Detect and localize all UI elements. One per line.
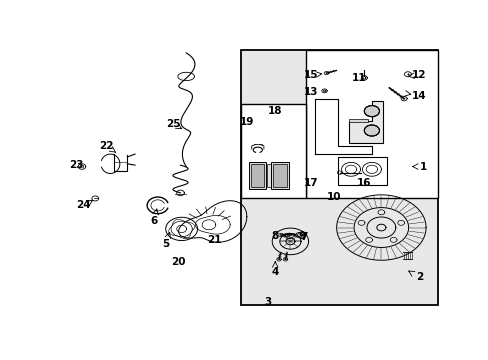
Text: 6: 6 <box>150 216 157 226</box>
Text: 11: 11 <box>351 73 365 83</box>
Text: 10: 10 <box>326 192 341 202</box>
Bar <box>241 104 305 198</box>
Text: 3: 3 <box>264 297 271 307</box>
Text: 14: 14 <box>411 91 426 101</box>
Text: 22: 22 <box>99 141 114 151</box>
Text: 19: 19 <box>239 117 253 127</box>
Text: 20: 20 <box>171 257 185 267</box>
Circle shape <box>364 105 379 117</box>
Polygon shape <box>348 120 367 122</box>
Text: 13: 13 <box>304 87 318 97</box>
Bar <box>250 164 264 187</box>
Text: 9: 9 <box>298 231 305 241</box>
Text: 12: 12 <box>411 70 426 80</box>
Text: 2: 2 <box>415 273 422 283</box>
Text: 5: 5 <box>162 239 169 249</box>
Bar <box>241 50 437 305</box>
Bar <box>271 162 288 189</box>
Bar <box>273 164 286 187</box>
Text: 21: 21 <box>207 235 222 245</box>
Text: 15: 15 <box>304 70 318 80</box>
Text: 7: 7 <box>299 232 307 242</box>
Text: 17: 17 <box>304 178 318 188</box>
Polygon shape <box>348 102 383 143</box>
Text: 23: 23 <box>69 160 83 170</box>
Circle shape <box>364 125 379 136</box>
Bar <box>248 162 265 189</box>
Text: 4: 4 <box>271 267 278 277</box>
Text: 24: 24 <box>77 201 91 210</box>
Text: 16: 16 <box>356 178 371 188</box>
Text: 8: 8 <box>271 231 278 241</box>
Bar <box>337 157 386 185</box>
Text: 1: 1 <box>419 162 426 172</box>
Bar <box>305 50 437 198</box>
Text: 25: 25 <box>165 118 180 129</box>
Text: 18: 18 <box>267 106 282 116</box>
Bar <box>266 164 271 187</box>
